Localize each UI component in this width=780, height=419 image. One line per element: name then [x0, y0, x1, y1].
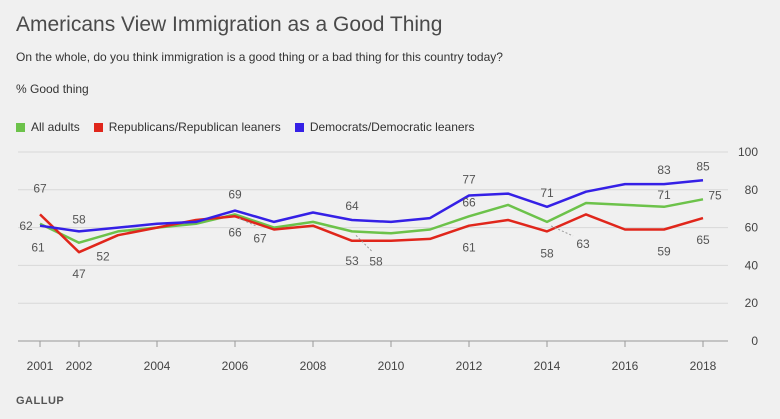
data-label: 58	[540, 246, 554, 260]
x-tick-label: 2010	[378, 359, 405, 373]
x-tick-label: 2006	[222, 359, 249, 373]
y-tick-label: 80	[745, 183, 759, 197]
x-tick-label: 2008	[300, 359, 327, 373]
data-label: 77	[462, 172, 476, 186]
legend-item-all-adults: All adults	[16, 120, 80, 134]
data-label: 58	[369, 254, 383, 268]
data-label: 65	[696, 233, 710, 247]
x-tick-label: 2002	[66, 359, 93, 373]
data-label: 75	[708, 188, 722, 202]
x-tick-label: 2001	[27, 359, 54, 373]
data-label: 63	[576, 237, 590, 251]
data-label: 61	[462, 241, 476, 255]
data-label: 53	[345, 254, 359, 268]
chart-subtitle: On the whole, do you think immigration i…	[16, 50, 503, 64]
y-tick-label: 40	[745, 258, 759, 272]
legend-swatch-republicans	[93, 122, 103, 132]
legend-swatch-all-adults	[16, 122, 25, 132]
unit-label: % Good thing	[16, 82, 89, 96]
data-label: 52	[96, 250, 110, 264]
data-label: 67	[33, 181, 47, 195]
legend-item-republicans: Republicans/Republican leaners	[93, 120, 281, 134]
chart-legend: All adults Republicans/Republican leaner…	[16, 120, 475, 134]
data-label: 58	[72, 212, 86, 226]
chart-title: Americans View Immigration as a Good Thi…	[16, 13, 443, 36]
data-label: 61	[31, 241, 45, 255]
leader-line	[238, 217, 258, 227]
data-label: 67	[253, 231, 267, 245]
y-tick-label: 0	[751, 334, 758, 348]
y-tick-label: 100	[738, 145, 758, 159]
x-tick-label: 2014	[534, 359, 561, 373]
data-label: 71	[657, 188, 671, 202]
y-tick-label: 60	[745, 221, 759, 235]
source-credit: GALLUP	[16, 395, 65, 407]
data-label: 62	[19, 219, 33, 233]
x-tick-label: 2016	[612, 359, 639, 373]
leader-line	[550, 225, 574, 237]
legend-swatch-democrats	[294, 122, 304, 132]
data-label: 47	[72, 267, 86, 281]
data-label: 66	[462, 195, 476, 209]
data-label: 71	[540, 186, 554, 200]
x-tick-label: 2004	[144, 359, 171, 373]
data-label: 83	[657, 163, 671, 177]
leader-line	[355, 235, 373, 252]
y-tick-label: 20	[745, 296, 759, 310]
data-label: 66	[228, 225, 242, 239]
data-label: 69	[228, 188, 242, 202]
legend-label-democrats: Democrats/Democratic leaners	[309, 120, 475, 134]
data-label: 59	[657, 244, 671, 258]
series-line-democrats	[39, 179, 704, 233]
x-tick-label: 2012	[456, 359, 483, 373]
legend-label-all-adults: All adults	[31, 120, 80, 134]
legend-label-republicans: Republicans/Republican leaners	[108, 120, 281, 134]
series-line-republicans	[39, 213, 704, 254]
data-label: 85	[696, 159, 710, 173]
legend-item-democrats: Democrats/Democratic leaners	[294, 120, 475, 134]
x-tick-label: 2018	[690, 359, 717, 373]
data-label: 64	[345, 199, 359, 213]
